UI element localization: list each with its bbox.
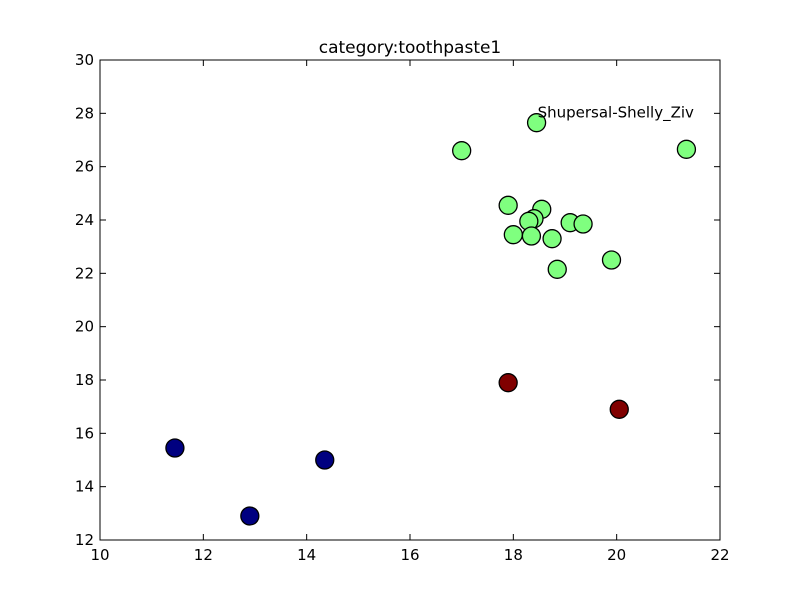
y-tick-label: 12 bbox=[75, 531, 94, 549]
scatter-point bbox=[609, 399, 629, 419]
data-points bbox=[165, 113, 697, 526]
y-tick-label: 14 bbox=[75, 478, 94, 496]
annotations: Shupersal-Shelly_Ziv bbox=[538, 104, 694, 123]
scatter-point bbox=[601, 250, 622, 270]
scatter-point bbox=[547, 259, 567, 279]
y-tick-label: 20 bbox=[75, 318, 94, 336]
y-tick-label: 16 bbox=[75, 424, 94, 442]
y-tick-label: 22 bbox=[75, 264, 94, 282]
x-tick-label: 10 bbox=[90, 546, 109, 564]
x-tick-label: 14 bbox=[297, 546, 316, 564]
x-tick-label: 18 bbox=[504, 546, 523, 564]
scatter-point bbox=[526, 113, 547, 133]
y-tick-label: 18 bbox=[75, 371, 94, 389]
scatter-point bbox=[498, 195, 518, 215]
x-tick-label: 22 bbox=[710, 546, 729, 564]
y-tick-label: 24 bbox=[75, 211, 94, 229]
scatter-point bbox=[452, 141, 472, 161]
scatter-point bbox=[498, 373, 518, 393]
point-annotation: Shupersal-Shelly_Ziv bbox=[538, 104, 694, 123]
x-tick-label: 16 bbox=[400, 546, 419, 564]
y-tick-label: 28 bbox=[75, 104, 94, 122]
y-tick-label: 30 bbox=[75, 51, 94, 69]
scatter-point bbox=[521, 226, 542, 246]
scatter-point bbox=[676, 139, 697, 159]
scatter-point bbox=[240, 506, 260, 526]
scatter-point bbox=[573, 214, 593, 234]
scatter-point bbox=[542, 229, 562, 249]
scatter-point bbox=[503, 225, 523, 245]
plot-frame bbox=[99, 59, 721, 541]
x-tick-label: 12 bbox=[194, 546, 213, 564]
chart-title: category:toothpaste1 bbox=[319, 38, 502, 58]
y-tick-label: 26 bbox=[75, 158, 94, 176]
scatter-point bbox=[315, 450, 335, 470]
x-tick-label: 20 bbox=[607, 546, 626, 564]
scatter-point bbox=[165, 438, 185, 458]
